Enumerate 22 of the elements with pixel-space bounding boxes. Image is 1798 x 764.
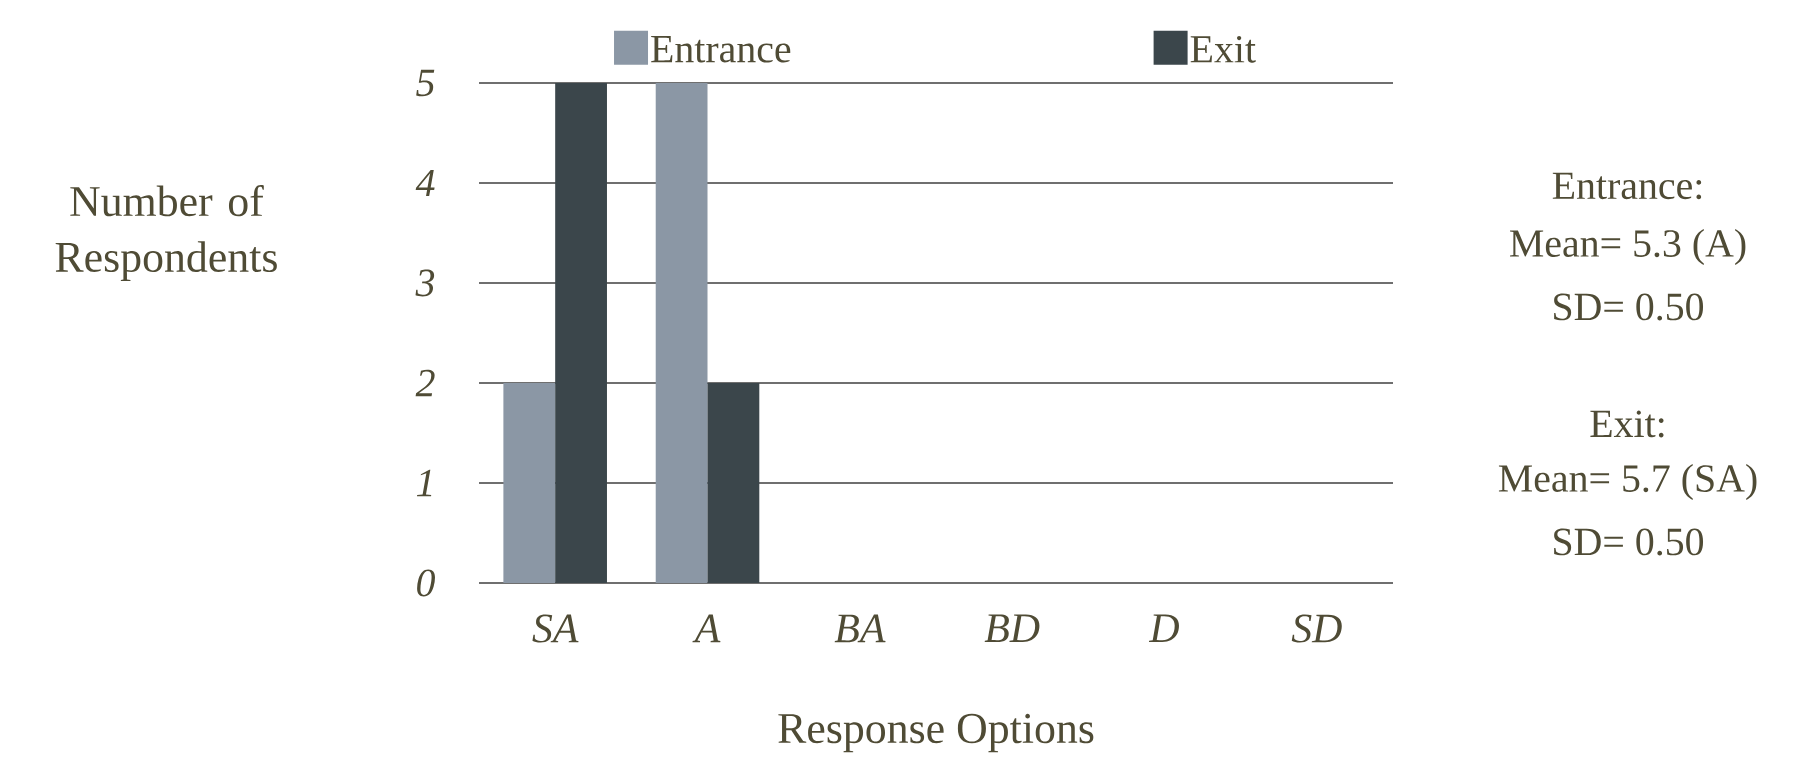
y-tick-label: 1 [416,469,432,497]
y-tick-label: 5 [416,69,435,97]
text: Mean= 5.7 (SA) [1498,463,1757,501]
y-tick-label: 2 [415,369,435,397]
y-axis-title: Number of Respondents [55,185,277,281]
x-tick-label: A [692,614,721,643]
text: Entrance: [1552,172,1702,200]
x-tick-label: BD [984,614,1040,643]
legend-label: Exit [1190,35,1256,63]
x-tick-label: SA [532,614,579,643]
legend-label: Entrance [651,36,791,63]
x-tick-label: D [1148,614,1179,642]
x-tick-label: BA [834,614,886,643]
y-tick-label: 4 [415,169,435,197]
y-tick-label: 3 [415,269,435,297]
y-tick-label: 0 [417,569,435,597]
text: SD= 0.50 [1554,528,1704,556]
x-tick-label: SD [1291,614,1342,643]
x-axis-title: Response Options [778,713,1094,753]
text: Exit: [1590,410,1664,438]
text: Mean= 5.3 (A) [1510,228,1746,266]
text: SD= 0.50 [1554,293,1704,321]
